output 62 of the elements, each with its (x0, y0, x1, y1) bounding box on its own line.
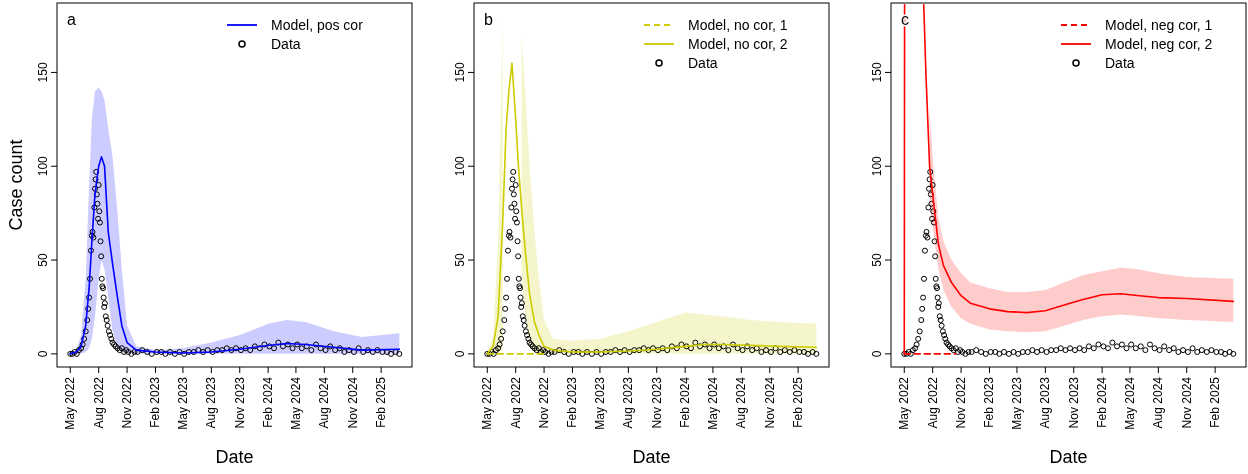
x-axis-title: Date (1049, 447, 1088, 467)
y-tick-label: 0 (870, 350, 884, 358)
legend-label: Model, no cor, 1 (688, 17, 788, 33)
legend-label: Model, neg cor, 2 (1105, 36, 1213, 52)
y-tick-label: 150 (870, 62, 884, 83)
y-tick-label: 150 (36, 62, 50, 83)
x-tick-label: Nov 2022 (954, 376, 969, 429)
legend-label: Data (271, 36, 301, 52)
x-tick-label: Aug 2023 (204, 376, 219, 429)
y-axis-title: Case count (6, 139, 26, 231)
x-tick-label: Feb 2025 (791, 376, 806, 428)
y-tick-label: 0 (36, 350, 50, 358)
x-tick-label: May 2023 (592, 376, 607, 430)
x-tick-label: Nov 2023 (232, 376, 247, 429)
x-tick-label: Aug 2024 (734, 376, 749, 429)
legend-label: Model, no cor, 2 (688, 36, 788, 52)
x-tick-label: May 2022 (480, 376, 495, 430)
x-tick-label: Feb 2025 (374, 376, 389, 428)
x-tick-label: Nov 2023 (649, 376, 664, 429)
legend-label: Data (688, 55, 718, 71)
x-tick-label: Nov 2022 (537, 376, 552, 429)
y-tick-label: 150 (453, 62, 467, 83)
x-tick-label: Feb 2024 (261, 376, 276, 428)
y-tick-label: 100 (870, 155, 884, 177)
y-tick-label: 0 (453, 350, 467, 358)
x-axis-title: Date (632, 447, 671, 467)
x-tick-label: Feb 2024 (1095, 376, 1110, 428)
x-tick-label: Nov 2024 (1179, 376, 1194, 429)
legend-label: Model, neg cor, 1 (1105, 17, 1213, 33)
x-tick-label: Aug 2022 (925, 376, 940, 429)
x-tick-label: Feb 2023 (148, 376, 163, 428)
x-tick-label: Feb 2024 (678, 376, 693, 428)
x-tick-label: Feb 2023 (565, 376, 580, 428)
x-tick-label: May 2024 (1122, 376, 1137, 430)
x-tick-label: Feb 2023 (982, 376, 997, 428)
y-tick-label: 50 (870, 253, 884, 267)
x-tick-label: Aug 2022 (508, 376, 523, 429)
x-tick-label: Nov 2024 (762, 376, 777, 429)
x-tick-label: Aug 2023 (621, 376, 636, 429)
text: a (67, 11, 76, 28)
x-tick-label: May 2023 (175, 376, 190, 430)
x-tick-label: May 2023 (1009, 376, 1024, 430)
y-tick-label: 50 (36, 253, 50, 267)
x-tick-label: Aug 2024 (317, 376, 332, 429)
x-tick-label: Nov 2022 (120, 376, 135, 429)
y-tick-label: 100 (36, 155, 50, 177)
x-tick-label: May 2022 (897, 376, 912, 430)
x-axis-title: Date (215, 447, 254, 467)
text: b (484, 11, 493, 28)
x-tick-label: Feb 2025 (1208, 376, 1223, 428)
x-tick-label: Aug 2023 (1038, 376, 1053, 429)
x-tick-label: Aug 2022 (91, 376, 106, 429)
x-tick-label: Nov 2024 (345, 376, 360, 429)
legend-label: Model, pos cor (271, 17, 364, 33)
x-tick-label: Nov 2023 (1066, 376, 1081, 429)
x-tick-label: May 2024 (288, 376, 303, 430)
x-tick-label: May 2022 (63, 376, 78, 430)
y-tick-label: 100 (453, 155, 467, 177)
x-tick-label: Aug 2024 (1151, 376, 1166, 429)
y-tick-label: 50 (453, 253, 467, 267)
x-tick-label: May 2024 (705, 376, 720, 430)
legend-label: Data (1105, 55, 1135, 71)
